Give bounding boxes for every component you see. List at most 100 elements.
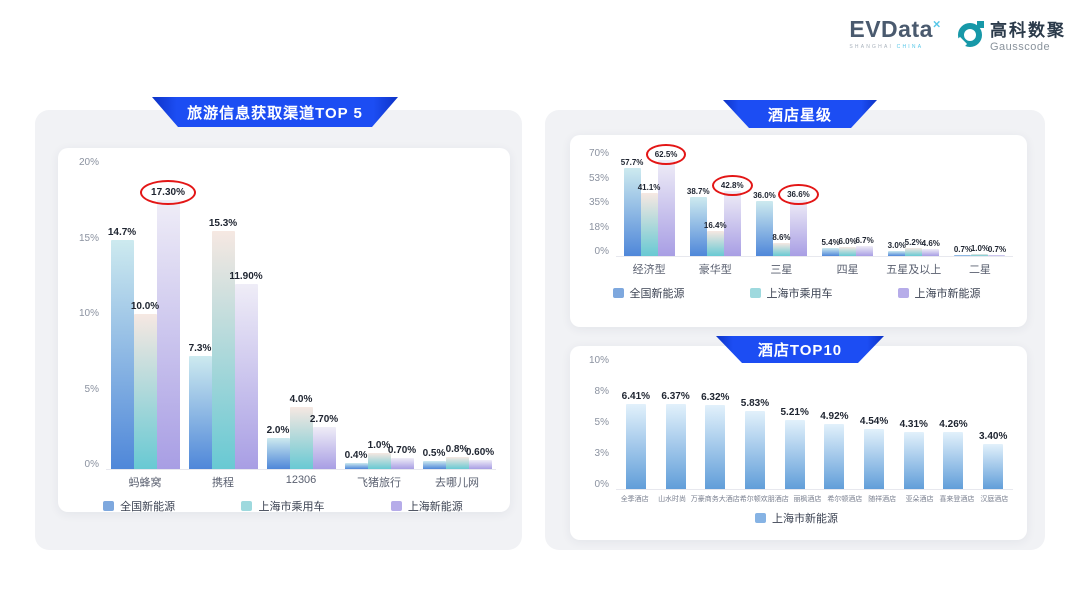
bar-item: 16.4% [704, 149, 727, 256]
y-tick-label: 70% [588, 148, 609, 159]
bar[interactable] [706, 230, 724, 256]
category-label: 二星 [968, 264, 991, 276]
legend-item[interactable]: 上海新能源 [390, 498, 463, 514]
bar[interactable] [723, 190, 741, 256]
bar[interactable] [864, 428, 885, 489]
bar[interactable] [856, 245, 874, 256]
legend: 全国新能源 上海市乘用车 上海新能源 [70, 498, 496, 514]
bar[interactable] [665, 404, 686, 489]
bar[interactable] [822, 247, 840, 256]
value-label: 0.4% [344, 449, 368, 461]
bar[interactable] [657, 160, 675, 256]
bar[interactable] [772, 242, 790, 256]
bar[interactable] [156, 200, 180, 469]
bar[interactable] [983, 443, 1004, 489]
bar[interactable] [903, 431, 924, 489]
bar[interactable] [922, 248, 940, 256]
hotel-star-chart-card: 70% 53% 35% 18% 0% 57.7% 41.1% 62.5% 38.7% 16.4%… [570, 135, 1027, 327]
highlighted-value-label: 62.5% [645, 144, 686, 166]
value-label: 3.0% [887, 241, 906, 251]
bar[interactable] [905, 248, 923, 256]
legend-swatch-icon [749, 288, 761, 298]
bar-item: 5.2% [905, 149, 923, 256]
bar[interactable] [640, 193, 658, 256]
value-label: 4.54% [859, 415, 889, 427]
category-label: 飞猪旅行 [357, 477, 401, 489]
evdata-tagline: SHANGHAI CHINA [849, 44, 941, 50]
gausscode-square-icon [977, 20, 984, 28]
bar[interactable] [367, 453, 391, 469]
bar[interactable] [954, 254, 972, 256]
y-tick-label: 53% [588, 172, 609, 184]
legend-item[interactable]: 上海市新能源 [897, 285, 981, 301]
bar[interactable] [705, 404, 726, 489]
bar[interactable] [784, 419, 805, 489]
bar[interactable] [234, 283, 258, 469]
value-label: 4.92% [820, 410, 849, 422]
legend-swatch-icon [390, 501, 402, 511]
gausscode-icon [952, 20, 984, 51]
bar[interactable] [211, 231, 235, 469]
bar[interactable] [824, 423, 845, 489]
bar-item: 5.21% [780, 356, 809, 489]
y-tick-label: 15% [78, 232, 99, 244]
bar[interactable] [744, 411, 765, 489]
legend-item[interactable]: 上海市乘用车 [241, 498, 324, 514]
category-label: 豪华型 [698, 264, 732, 276]
plot: 6.41% 6.37% 6.32% 5.83% 5.21% 4.92% 4.54% 4.31%… [616, 356, 1013, 490]
bar[interactable] [312, 427, 336, 469]
bar[interactable] [988, 254, 1006, 256]
value-label: 2.70% [309, 414, 339, 426]
legend-item[interactable]: 上海市乘用车 [749, 285, 833, 301]
bar-group: 6.32% [695, 356, 735, 489]
bar[interactable] [266, 437, 290, 469]
legend-item[interactable]: 全国新能源 [103, 498, 175, 514]
legend-item[interactable]: 上海市新能源 [755, 510, 838, 526]
bar-item: 6.37% [661, 356, 690, 489]
y-tick-label: 20% [78, 157, 99, 168]
value-label: 1.0% [970, 244, 990, 254]
bar-item: 2.0% [266, 158, 290, 469]
bar[interactable] [839, 246, 857, 256]
bar-item: 5.4% [821, 149, 840, 256]
bar[interactable] [625, 403, 646, 489]
bar[interactable] [468, 459, 492, 469]
bar[interactable] [344, 462, 368, 469]
bar[interactable] [422, 461, 446, 469]
legend-swatch-icon [241, 501, 253, 511]
bar[interactable] [133, 313, 157, 469]
bar[interactable] [390, 458, 414, 469]
bar[interactable] [445, 456, 469, 469]
bar-group: 3.0% 5.2% 4.6% [881, 149, 947, 256]
bar[interactable] [289, 406, 313, 469]
bar[interactable] [789, 200, 807, 256]
bar-group: 6.37% [656, 356, 696, 489]
legend-label: 全国新能源 [120, 501, 176, 513]
legend-item[interactable]: 全国新能源 [612, 285, 685, 301]
gausscode-en-text: Gausscode [990, 41, 1051, 53]
value-label: 6.37% [661, 391, 690, 403]
bar[interactable] [623, 167, 641, 256]
highlighted-value-label: 17.30% [140, 180, 196, 205]
bar-item: 38.7% [687, 149, 710, 256]
value-label: 0.7% [953, 244, 973, 254]
bar[interactable] [888, 251, 906, 256]
value-label: 14.7% [107, 227, 137, 239]
bar-group: 0.4% 1.0% 0.70% [340, 158, 418, 469]
bar-group: 5.4% 6.0% 6.7% [815, 149, 881, 256]
category-label: 全季酒店 [620, 496, 649, 503]
bar[interactable] [110, 240, 134, 469]
evdata-tagline-right: CHINA [896, 44, 924, 50]
gausscode-cn-text: 高科数聚 [990, 21, 1066, 40]
bar[interactable] [689, 196, 707, 256]
bar-group: 36.0% 8.6% 36.6% [748, 149, 819, 256]
category-label: 亚朵酒店 [905, 496, 934, 503]
bar[interactable] [943, 432, 964, 489]
bar-group: 7.3% 15.3% 11.90% [184, 158, 263, 469]
bar[interactable] [188, 355, 212, 469]
category-label: 经济型 [632, 264, 666, 276]
bar[interactable] [971, 254, 989, 256]
value-label: 4.26% [939, 419, 968, 431]
bar[interactable] [755, 200, 773, 256]
legend-label: 上海市新能源 [772, 513, 838, 525]
